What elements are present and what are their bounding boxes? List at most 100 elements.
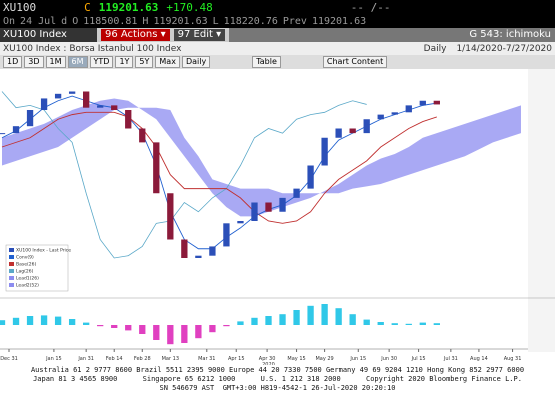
x-tick-label: Jan 31 — [77, 356, 94, 362]
legend-label: Conv(9) — [16, 255, 34, 261]
footer-line: Japan 81 3 4565 8900 Singapore 65 6212 1… — [33, 375, 522, 383]
year-label: 2020 — [262, 362, 275, 365]
period-select[interactable]: Daily — [181, 56, 211, 68]
macd-bar — [40, 315, 48, 325]
macd-bar — [125, 325, 132, 331]
close-label: C — [84, 1, 91, 14]
macd-bar — [321, 304, 328, 325]
legend-swatch — [9, 269, 14, 273]
x-tick-label: Jun 15 — [349, 356, 366, 362]
candle — [251, 202, 258, 221]
macd-bar — [167, 325, 174, 345]
candle — [391, 112, 398, 115]
footer-line: Australia 61 2 9777 8600 Brazil 5511 239… — [30, 366, 525, 374]
x-tick-label: Jul 15 — [411, 356, 426, 362]
x-tick-label: Feb 28 — [134, 356, 151, 362]
legend-swatch — [9, 248, 14, 252]
ichimoku-cloud — [2, 98, 521, 217]
candle — [363, 119, 370, 134]
ohlc-field: 118220.76 — [223, 16, 278, 27]
date-range: 1/14/2020-7/27/2020 — [456, 43, 552, 54]
macd-bar — [153, 325, 160, 340]
actions-menu[interactable]: 96 Actions ▾ — [100, 29, 170, 41]
macd-bar — [433, 323, 440, 325]
candle — [26, 110, 34, 127]
footer-line: SN 546679 AST GMT+3:00 H819-4542-1 26-Ju… — [159, 384, 396, 392]
candle — [97, 105, 104, 108]
x-tick-label: Jul 31 — [443, 356, 458, 362]
range-button[interactable]: 1M — [45, 56, 66, 68]
ohlc-field: 119201.63 — [311, 16, 367, 27]
quote-bar: XU100 C 119201.63 +170.48 -- /-- — [0, 0, 555, 15]
candle — [68, 91, 76, 94]
macd-bar — [363, 319, 370, 325]
ohlc-field: d — [61, 16, 68, 27]
legend-label: Lead1(26) — [16, 276, 39, 282]
candle — [139, 128, 146, 143]
toolbar: XU100 Index 96 Actions ▾ 97 Edit ▾ G 543… — [0, 28, 555, 42]
macd-bar — [83, 322, 90, 325]
change: +170.48 — [166, 1, 213, 14]
macd-bar — [237, 321, 244, 325]
candle — [307, 165, 314, 189]
range-button[interactable]: Max — [155, 56, 180, 68]
legend-swatch — [9, 283, 14, 287]
legend-label: Lead2(52) — [16, 283, 39, 289]
x-tick-label: May 29 — [315, 356, 333, 362]
macd-bar — [12, 317, 20, 325]
range-button[interactable]: 6M — [67, 56, 88, 68]
legend-swatch — [9, 255, 14, 259]
macd-bar — [405, 323, 412, 325]
macd-bar — [111, 325, 118, 328]
candle — [195, 255, 202, 258]
x-tick-label: Aug 31 — [504, 356, 522, 362]
candle — [433, 100, 440, 105]
lag-line — [1, 91, 367, 259]
macd-bar — [223, 325, 230, 327]
page-id: G 543: ichimoku — [229, 28, 555, 42]
candle — [125, 110, 132, 129]
x-tick-label: Mar 13 — [162, 356, 179, 362]
macd-bar — [251, 317, 258, 325]
candle — [237, 221, 244, 224]
edit-menu[interactable]: 97 Edit ▾ — [173, 29, 226, 41]
macd-bar — [54, 316, 62, 325]
macd-bar — [97, 325, 104, 327]
candle — [40, 98, 48, 110]
x-tick-label: Apr 15 — [228, 356, 245, 362]
range-button[interactable]: 1Y — [115, 56, 134, 68]
candle — [335, 128, 342, 138]
ohlc-field: Prev — [282, 16, 307, 27]
candle — [293, 188, 300, 198]
macd-bar — [307, 305, 314, 325]
candle — [111, 105, 118, 110]
actions-num: 96 — [104, 29, 118, 40]
ohlc-bar: On 24 Jul d O 118500.81 H 119201.63 L 118220.76 P… — [0, 15, 555, 28]
candle — [223, 223, 230, 247]
button-bar: 1D 3D 1M 6M YTD 1Y 5Y Max Daily Table Chart Conten… — [0, 55, 555, 69]
macd-bar — [181, 325, 188, 343]
chart-content-button[interactable]: Chart Content — [322, 56, 388, 68]
range-button[interactable]: 1D — [3, 56, 23, 68]
macd-bar — [209, 325, 216, 333]
range-button[interactable]: 3D — [24, 56, 44, 68]
x-tick-label: Apr 30 — [259, 356, 276, 362]
macd-bar — [68, 319, 76, 325]
range-button[interactable]: 5Y — [135, 56, 154, 68]
table-button[interactable]: Table — [252, 56, 281, 68]
candle — [279, 197, 286, 212]
candle — [0, 133, 6, 135]
macd-bar — [0, 320, 6, 325]
macd-bar — [293, 310, 300, 325]
range-button[interactable]: YTD — [89, 56, 114, 68]
security-name: XU100 Index : Borsa Istanbul 100 Index — [3, 43, 182, 54]
security-input[interactable]: XU100 Index — [0, 28, 97, 42]
subtitle-bar: XU100 Index : Borsa Istanbul 100 Index D… — [0, 42, 555, 55]
axis-strip — [528, 69, 555, 352]
ohlc-field: 24 Jul — [20, 16, 57, 27]
macd-bar — [335, 308, 342, 325]
legend-swatch — [9, 262, 14, 266]
x-tick-label: Feb 14 — [106, 356, 123, 362]
footer: Australia 61 2 9777 8600 Brazil 5511 239… — [0, 366, 555, 393]
